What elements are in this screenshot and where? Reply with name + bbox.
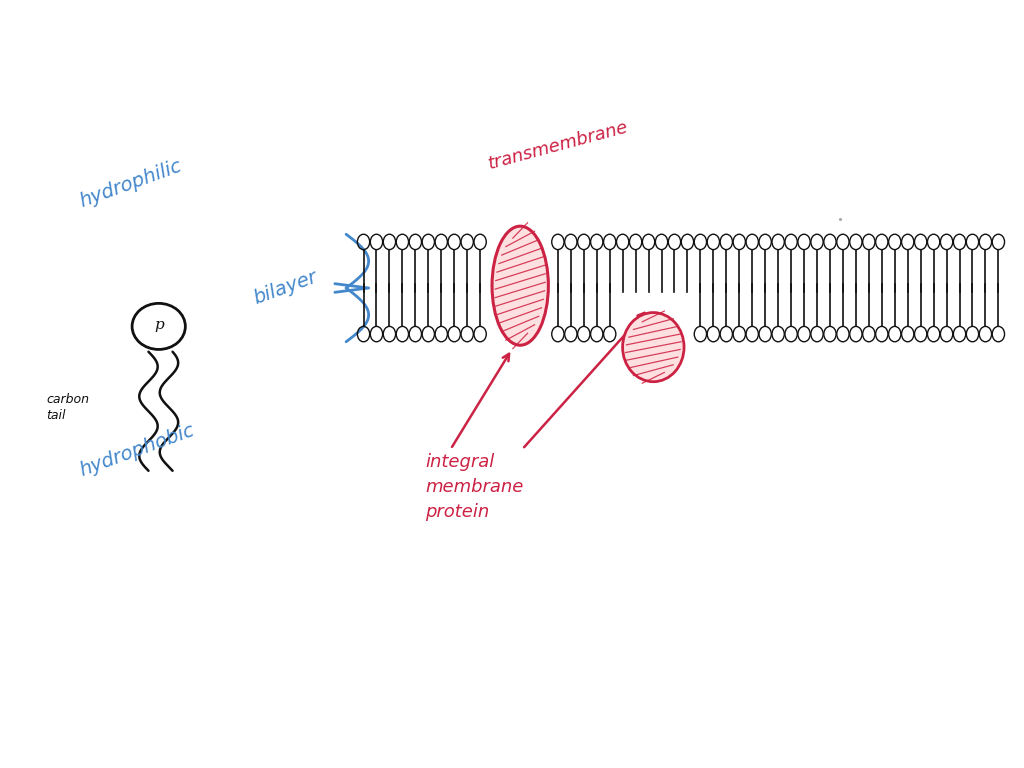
Text: carbon
tail: carbon tail — [46, 392, 89, 422]
Text: bilayer: bilayer — [251, 268, 319, 308]
Ellipse shape — [492, 227, 549, 346]
Text: p: p — [154, 318, 164, 332]
Text: hydrophobic: hydrophobic — [77, 421, 198, 480]
Text: transmembrane: transmembrane — [486, 118, 631, 173]
Text: integral
membrane
protein: integral membrane protein — [425, 453, 523, 521]
Ellipse shape — [623, 313, 684, 382]
Text: hydrophilic: hydrophilic — [77, 157, 184, 211]
